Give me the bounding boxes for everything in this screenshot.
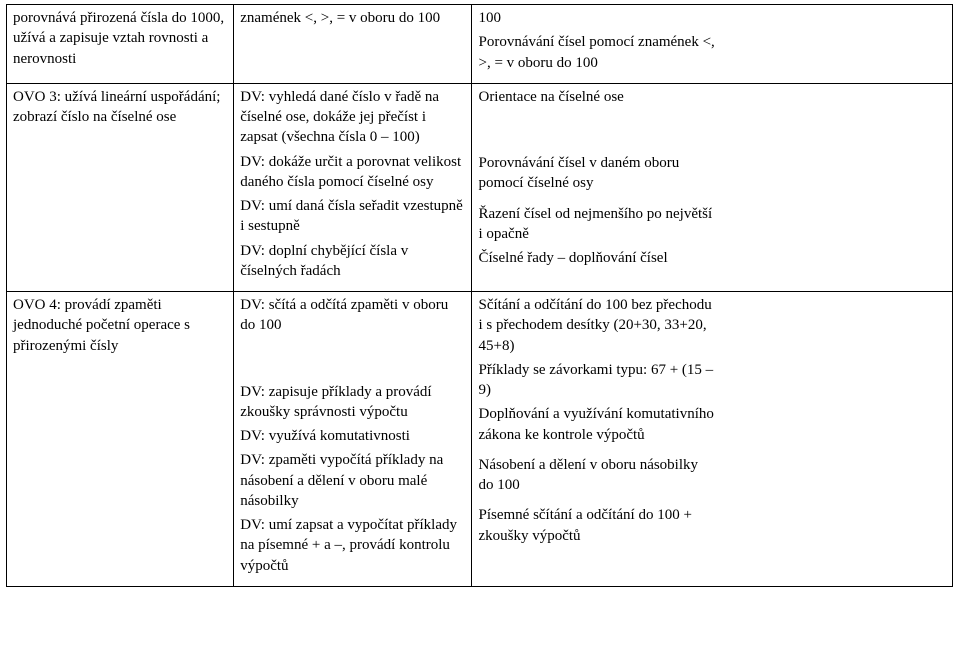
cell-2-4 <box>722 83 952 291</box>
cell-1-1: porovnává přirozená čísla do 1000, užívá… <box>7 5 234 84</box>
cell-2-3: Orientace na číselné ose Porovnávání čís… <box>472 83 722 291</box>
text: DV: zpaměti vypočítá příklady na násoben… <box>240 450 465 511</box>
cell-3-2: DV: sčítá a odčítá zpaměti v oboru do 10… <box>234 292 472 587</box>
cell-1-2: znamének <, >, = v oboru do 100 <box>234 5 472 84</box>
text: DV: doplní chybějící čísla v číselných ř… <box>240 241 465 282</box>
table-row: OVO 4: provádí zpaměti jednoduché početn… <box>7 292 953 587</box>
text: OVO 4: provádí zpaměti jednoduché početn… <box>13 295 227 356</box>
text: Sčítání a odčítání do 100 bez přechodu i… <box>478 295 716 356</box>
table-row: porovnává přirozená čísla do 1000, užívá… <box>7 5 953 84</box>
text: Násobení a dělení v oboru násobilky do 1… <box>478 455 716 496</box>
page-container: { "row1": { "col1": { "p1": "porovnává p… <box>0 0 959 647</box>
text: DV: zapisuje příklady a provádí zkoušky … <box>240 382 465 423</box>
curriculum-table: porovnává přirozená čísla do 1000, užívá… <box>6 4 953 587</box>
cell-1-3: 100 Porovnávání čísel pomocí znamének <,… <box>472 5 722 84</box>
text: DV: využívá komutativnosti <box>240 426 465 446</box>
text: Porovnávání čísel v daném oboru pomocí č… <box>478 153 716 194</box>
text: DV: sčítá a odčítá zpaměti v oboru do 10… <box>240 295 465 336</box>
cell-1-4 <box>722 5 952 84</box>
cell-2-2: DV: vyhledá dané číslo v řadě na číselné… <box>234 83 472 291</box>
text: OVO 3: užívá lineární uspořádání; zobraz… <box>13 87 227 128</box>
text: Číselné řady – doplňování čísel <box>478 248 716 268</box>
text: porovnává přirozená čísla do 1000, užívá… <box>13 8 227 69</box>
text: Příklady se závorkami typu: 67 + (15 – 9… <box>478 360 716 401</box>
text: Řazení čísel od nejmenšího po největší i… <box>478 204 716 245</box>
text: Orientace na číselné ose <box>478 87 716 107</box>
text: Doplňování a využívání komutativního zák… <box>478 404 716 445</box>
cell-3-4 <box>722 292 952 587</box>
cell-3-1: OVO 4: provádí zpaměti jednoduché početn… <box>7 292 234 587</box>
cell-2-1: OVO 3: užívá lineární uspořádání; zobraz… <box>7 83 234 291</box>
table-row: OVO 3: užívá lineární uspořádání; zobraz… <box>7 83 953 291</box>
text: Písemné sčítání a odčítání do 100 + zkou… <box>478 505 716 546</box>
text: DV: vyhledá dané číslo v řadě na číselné… <box>240 87 465 148</box>
text: 100 <box>478 8 716 28</box>
text: DV: umí zapsat a vypočítat příklady na p… <box>240 515 465 576</box>
text: znamének <, >, = v oboru do 100 <box>240 8 465 28</box>
text: DV: umí daná čísla seřadit vzestupně i s… <box>240 196 465 237</box>
text: Porovnávání čísel pomocí znamének <, >, … <box>478 32 716 73</box>
text: DV: dokáže určit a porovnat velikost dan… <box>240 152 465 193</box>
cell-3-3: Sčítání a odčítání do 100 bez přechodu i… <box>472 292 722 587</box>
